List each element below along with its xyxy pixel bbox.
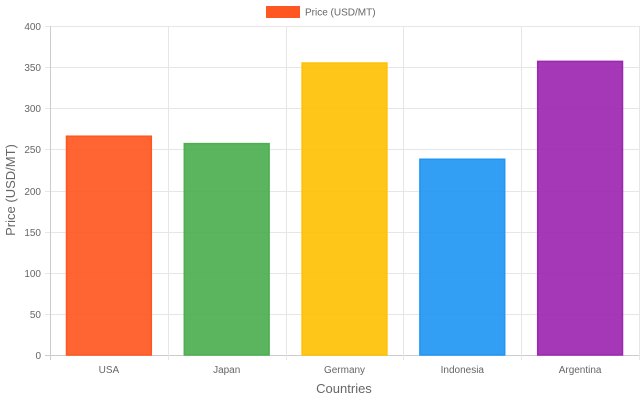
x-tick-label: USA xyxy=(99,365,120,376)
axes: 0 50 100 150 200 250 300 350 400 USA Japan Germany I… xyxy=(24,22,602,376)
y-tick-label: 100 xyxy=(24,269,41,280)
bars xyxy=(65,60,624,356)
y-tick-label: 150 xyxy=(24,228,41,239)
bar[interactable] xyxy=(301,62,388,356)
x-tick-label: Germany xyxy=(324,365,365,376)
bar[interactable] xyxy=(183,142,270,356)
y-axis-title: Price (USD/MT) xyxy=(3,144,18,236)
legend[interactable]: Price (USD/MT) xyxy=(266,6,376,19)
x-tick-label: Indonesia xyxy=(441,365,485,376)
y-tick-label: 250 xyxy=(24,145,41,156)
x-tick-label: Argentina xyxy=(559,365,602,376)
bar[interactable] xyxy=(536,60,624,356)
y-tick-label: 300 xyxy=(24,104,41,115)
x-tick-label: Japan xyxy=(213,365,240,376)
y-tick-label: 400 xyxy=(24,22,41,33)
legend-label: Price (USD/MT) xyxy=(305,8,376,19)
y-tick-label: 50 xyxy=(30,310,42,321)
x-axis-title: Countries xyxy=(316,381,372,396)
bar[interactable] xyxy=(419,158,506,356)
bar[interactable] xyxy=(65,135,153,356)
legend-swatch xyxy=(266,6,300,18)
y-tick-label: 200 xyxy=(24,187,41,198)
y-tick-label: 0 xyxy=(35,351,41,362)
y-tick-label: 350 xyxy=(24,63,41,74)
